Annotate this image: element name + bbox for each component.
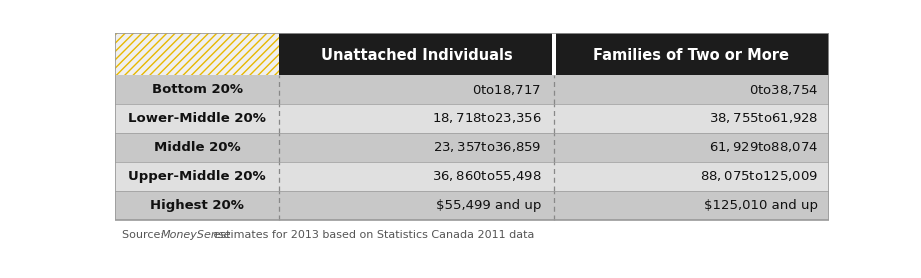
Bar <box>115 104 829 133</box>
Bar <box>115 33 279 75</box>
Text: Highest 20%: Highest 20% <box>150 199 244 212</box>
Text: Bottom 20%: Bottom 20% <box>152 83 243 96</box>
Text: Lower-Middle 20%: Lower-Middle 20% <box>128 112 266 125</box>
Text: $38,755 to $61,928: $38,755 to $61,928 <box>709 111 818 125</box>
Text: MoneySense: MoneySense <box>161 230 231 240</box>
Text: Middle 20%: Middle 20% <box>154 141 240 154</box>
Text: Upper-Middle 20%: Upper-Middle 20% <box>128 170 266 183</box>
Text: $23,357 to $36,859: $23,357 to $36,859 <box>433 140 542 154</box>
Text: $36,860 to $55,498: $36,860 to $55,498 <box>432 169 542 183</box>
Bar <box>115 75 829 104</box>
Text: Families of Two or More: Families of Two or More <box>593 48 789 63</box>
Text: $0 to $18,717: $0 to $18,717 <box>472 83 542 96</box>
Text: $55,499 and up: $55,499 and up <box>436 199 542 212</box>
Text: estimates for 2013 based on Statistics Canada 2011 data: estimates for 2013 based on Statistics C… <box>210 230 534 240</box>
Text: $125,010 and up: $125,010 and up <box>705 199 818 212</box>
Ellipse shape <box>282 27 552 40</box>
Text: $88,075 to $125,009: $88,075 to $125,009 <box>700 169 818 183</box>
Ellipse shape <box>557 27 826 40</box>
Bar <box>115 133 829 162</box>
Bar <box>115 33 279 75</box>
Text: $61,929 to $88,074: $61,929 to $88,074 <box>709 140 818 154</box>
Text: Unattached Individuals: Unattached Individuals <box>321 48 513 63</box>
Bar <box>115 162 829 191</box>
Bar <box>115 191 829 220</box>
Text: $0 to $38,754: $0 to $38,754 <box>749 83 818 96</box>
Bar <box>552 33 556 75</box>
Text: $18,718 to $23,356: $18,718 to $23,356 <box>432 111 542 125</box>
Text: Source:: Source: <box>122 230 168 240</box>
Bar <box>115 33 829 220</box>
Bar <box>554 33 829 75</box>
Bar <box>279 33 554 75</box>
